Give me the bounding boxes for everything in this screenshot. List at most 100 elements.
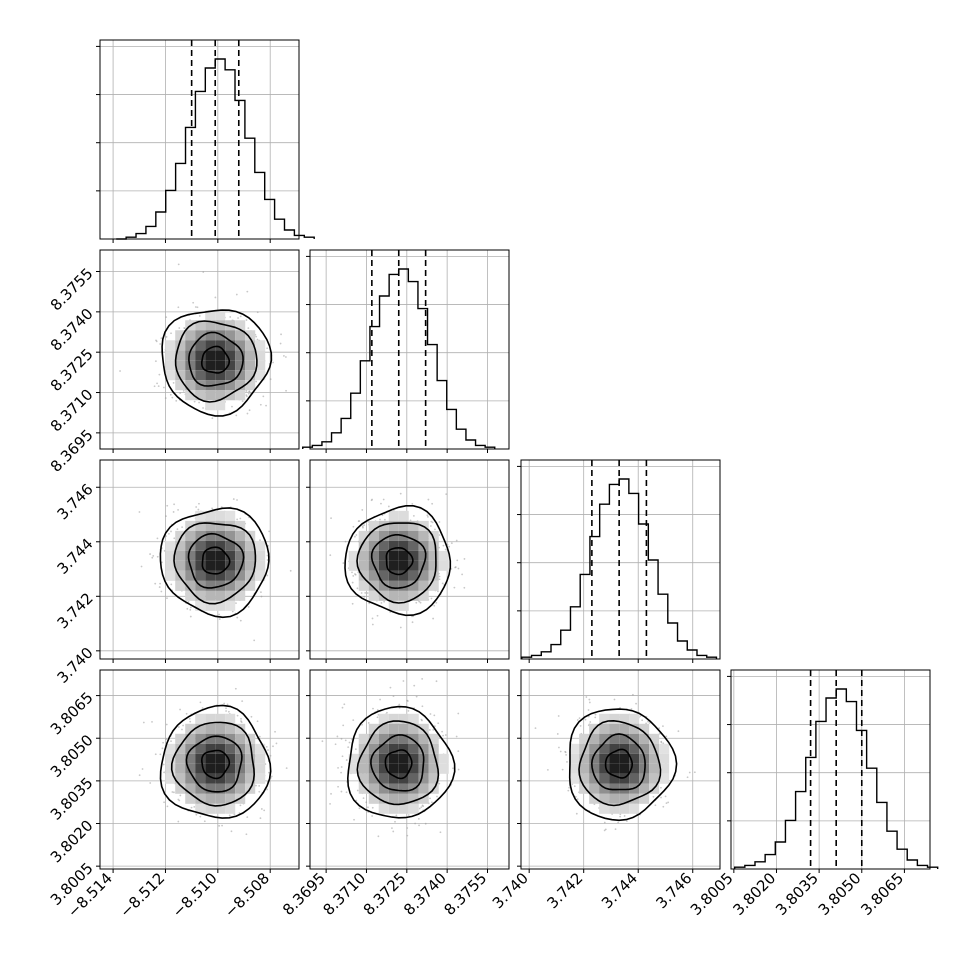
scatter-point	[225, 710, 227, 712]
density-cell	[235, 753, 246, 764]
scatter-point	[173, 791, 175, 794]
density-cell	[165, 560, 176, 571]
scatter-point	[399, 492, 402, 495]
x-tick-label-1-4: 8.3755	[440, 869, 490, 919]
scatter-point	[430, 520, 433, 523]
density-cell	[408, 550, 419, 561]
density-cell	[599, 723, 610, 734]
density-cell	[599, 773, 610, 784]
histogram-panel-3	[727, 669, 939, 873]
density-cell	[165, 370, 176, 381]
density-cell	[388, 600, 399, 611]
scatter-point	[231, 610, 234, 613]
density-cell	[388, 793, 399, 804]
density-cell	[659, 743, 670, 754]
density-cell	[205, 330, 216, 341]
density-cell	[205, 753, 216, 764]
density-panel-3-1	[306, 669, 510, 873]
scatter-point	[352, 525, 355, 528]
y-tick-label-2-2: 3.744	[54, 535, 97, 578]
density-cell	[408, 520, 419, 531]
scatter-point	[266, 788, 268, 791]
scatter-point	[228, 814, 231, 817]
density-cell	[215, 783, 226, 794]
scatter-point	[165, 336, 168, 338]
scatter-point	[151, 556, 154, 559]
density-cell	[225, 530, 236, 541]
scatter-point	[448, 545, 451, 548]
density-cell	[398, 743, 409, 754]
density-cell	[388, 783, 399, 794]
density-cell	[418, 733, 429, 744]
density-cell	[408, 723, 419, 734]
density-cell	[378, 733, 389, 744]
density-cell	[639, 783, 650, 794]
density-cell	[245, 560, 256, 571]
density-cell	[215, 350, 226, 361]
density-cell	[185, 773, 196, 784]
x-tick-label-0-3: −8.508	[221, 869, 273, 921]
scatter-point	[392, 830, 395, 833]
density-cell	[639, 793, 650, 804]
y-tick-label-1-1: 8.3710	[47, 385, 97, 435]
scatter-point	[371, 617, 374, 620]
density-cell	[195, 550, 206, 561]
density-cell	[388, 580, 399, 591]
scatter-point	[546, 768, 549, 771]
scatter-point	[556, 733, 559, 735]
density-cell	[255, 350, 266, 361]
contour-0	[604, 748, 634, 779]
contour-0	[385, 546, 414, 576]
density-cell	[428, 743, 439, 754]
scatter-point	[354, 748, 357, 751]
scatter-point	[348, 741, 351, 744]
density-cell	[368, 793, 379, 804]
density-cell	[358, 550, 369, 561]
density-cell	[205, 530, 216, 541]
scatter-point	[283, 355, 285, 357]
density-cell	[165, 570, 176, 581]
scatter-point	[452, 767, 454, 770]
scatter-point	[163, 386, 165, 389]
scatter-point	[626, 820, 628, 822]
density-cell	[398, 713, 409, 724]
scatter-point	[664, 795, 667, 798]
scatter-point	[450, 542, 453, 545]
density-cell	[245, 350, 256, 361]
density-cell	[175, 560, 186, 571]
scatter-point	[138, 511, 141, 513]
density-cell	[225, 320, 236, 331]
scatter-point	[171, 396, 174, 399]
scatter-point	[662, 805, 665, 808]
scatter-point	[201, 707, 204, 709]
scatter-point	[413, 684, 416, 687]
density-cell	[428, 733, 439, 744]
density-cell	[215, 590, 226, 601]
density-panel-3-0	[96, 669, 300, 873]
density-cell	[428, 540, 439, 551]
density-cell	[205, 370, 216, 381]
scatter-point	[232, 498, 235, 500]
density-cell	[235, 783, 246, 794]
density-cell	[255, 340, 266, 351]
scatter-point	[432, 728, 435, 731]
density-cell	[438, 763, 449, 774]
density-cell	[185, 380, 196, 391]
scatter-point	[235, 602, 237, 605]
scatter-point	[195, 506, 198, 508]
density-cell	[398, 560, 409, 571]
scatter-point	[170, 530, 172, 533]
density-cell	[175, 550, 186, 561]
density-cell	[378, 540, 389, 551]
density-cell	[418, 723, 429, 734]
density-cell	[428, 773, 439, 784]
density-cell	[215, 370, 226, 381]
scatter-point	[435, 680, 438, 683]
scatter-point	[272, 361, 274, 364]
density-cell	[378, 753, 389, 764]
scatter-point	[329, 554, 332, 557]
density-cell	[205, 580, 216, 591]
density-cell	[579, 763, 590, 774]
scatter-point	[189, 615, 192, 618]
